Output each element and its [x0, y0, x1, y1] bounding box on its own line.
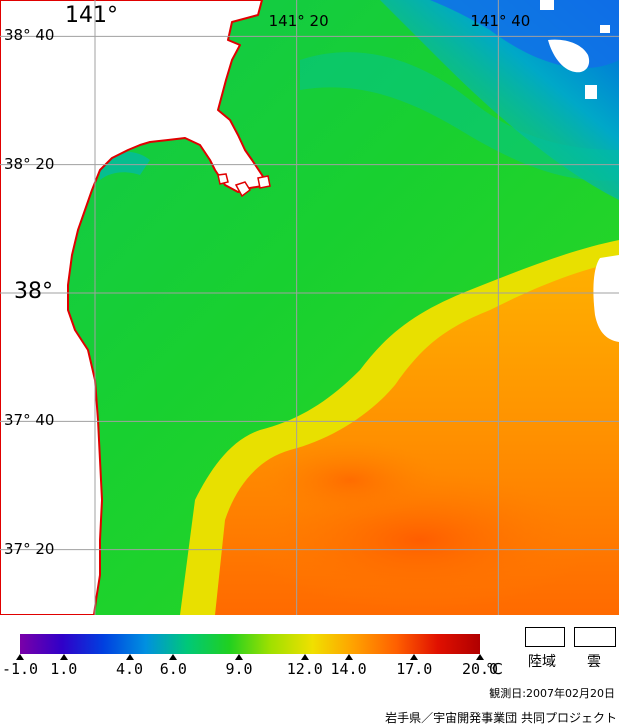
colorbar-tick-label: -1.0: [1, 660, 39, 678]
legend: -1.0 1.0 4.0 6.0 9.0 12.0 14.0 17.0 20.0 ℃ 陸域 雲 …: [0, 615, 619, 725]
credit-line: 岩手県／宇宙開発事業団 共同プロジェクト: [385, 711, 617, 725]
land-swatch: [525, 627, 565, 647]
colorbar-fill: [20, 634, 480, 654]
colorbar-tick-label: 9.0: [225, 660, 253, 678]
longitude-label: 141° 40: [470, 12, 531, 30]
colorbar-tick-label: 4.0: [115, 660, 144, 678]
colorbar-tick-label: 12.0: [286, 660, 323, 678]
cloud-patch: [593, 255, 619, 342]
colorbar-tick-mark: [169, 654, 178, 660]
colorbar-tick-mark: [59, 654, 68, 660]
latitude-label: 37° 40: [4, 411, 55, 430]
colorbar-tick-mark: [125, 654, 134, 660]
latitude-label: 38° 40: [4, 26, 55, 45]
cloud-ne-bits: [540, 0, 554, 10]
cloud-label: 雲: [587, 654, 601, 670]
colorbar-tick-mark: [300, 654, 309, 660]
colorbar-tick-label: 14.0: [330, 660, 367, 678]
graticule: [0, 0, 619, 615]
island-3: [217, 173, 229, 185]
latitude-label: 38° 20: [4, 154, 55, 173]
observation-date: 観測日:2007年02月20日: [489, 687, 615, 700]
colorbar-tick-label: 6.0: [159, 660, 187, 678]
colorbar-tick-mark: [235, 654, 244, 660]
land-area: [0, 0, 269, 615]
colorbar-tick-mark: [344, 654, 353, 660]
island-2: [257, 175, 271, 189]
cloud-swatch: [574, 627, 616, 647]
land-label: 陸域: [528, 654, 556, 670]
colorbar-tick-mark: [16, 654, 24, 660]
sst-field: [0, 0, 619, 615]
colorbar-tick-label: 17.0: [396, 660, 433, 678]
colorbar-tick-label: 20.0: [461, 660, 499, 678]
island-1: [234, 181, 252, 198]
colorbar-tick-mark: [476, 654, 484, 660]
unit-label: ℃: [486, 660, 503, 678]
warm-core-2: [260, 440, 440, 520]
cyan-band: [300, 52, 619, 181]
cloud-ne: [548, 39, 590, 73]
temperature-colorbar: [20, 634, 480, 654]
longitude-label: 141° 20: [268, 12, 329, 30]
colorbar-tick-mark: [410, 654, 419, 660]
latitude-label: 38°: [14, 279, 53, 304]
latitude-label: 37° 20: [4, 539, 55, 558]
longitude-label: 141°: [65, 3, 118, 28]
colorbar-tick-label: 1.0: [50, 660, 78, 678]
